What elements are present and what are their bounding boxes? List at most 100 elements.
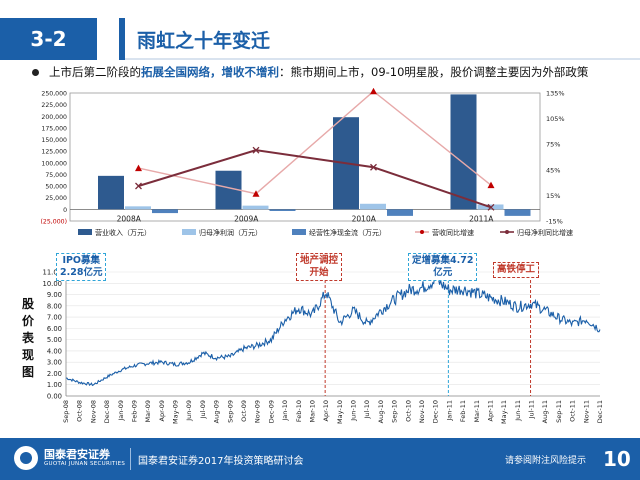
x-category-label: 2009A	[234, 214, 259, 223]
company-logo: 国泰君安证券 GUOTAI JUNAN SECURITIES	[14, 446, 125, 470]
annotation-property-line-2: 开始	[309, 267, 329, 278]
legend-label: 经营性净现金流（万元）	[309, 228, 386, 237]
x-tick-label: Jul-11	[528, 400, 536, 419]
stock-chart-ylabel: 股价表现图	[22, 297, 35, 379]
logo-icon	[14, 446, 38, 470]
y2-tick-label: 105%	[546, 115, 565, 123]
x-category-label: 2008A	[117, 214, 142, 223]
x-tick-label: Jul-10	[363, 400, 371, 419]
cashflow-bar	[387, 209, 413, 216]
x-tick-label: Aug-10	[377, 400, 385, 423]
legend-label: 归母净利同比增速	[517, 228, 573, 237]
legend-swatch	[292, 229, 306, 235]
profit-growth-marker	[135, 182, 142, 190]
y-tick-label: 50,000	[45, 184, 67, 191]
net-profit-bar	[125, 206, 151, 210]
revenue-growth-line	[138, 90, 492, 195]
bullet-text-1: 上市后第二阶段的	[49, 65, 141, 79]
logo-text: 国泰君安证券 GUOTAI JUNAN SECURITIES	[44, 448, 125, 468]
net-profit-bar	[242, 205, 269, 210]
y-tick-label: 200,000	[41, 114, 67, 121]
profit-growth-line	[138, 149, 492, 209]
annotation-property-control: 地产调控 开始	[296, 253, 343, 281]
section-number: 3-2	[0, 18, 97, 60]
revenue-bar	[98, 175, 124, 210]
x-tick-label: Jan-09	[117, 400, 125, 422]
y-tick-label: 250,000	[41, 91, 67, 98]
x-tick-label: Oct-10	[404, 400, 412, 422]
annotation-placement-line-2: 亿元	[433, 267, 453, 278]
revenue-growth-marker	[487, 181, 495, 189]
price-line	[65, 275, 601, 387]
legend-swatch	[182, 229, 196, 235]
x-tick-label: Aug-09	[213, 400, 221, 423]
y2-tick-label: 45%	[546, 166, 560, 174]
x-tick-label: Nov-11	[582, 400, 590, 423]
x-tick-label: May-11	[500, 400, 508, 424]
annotation-rail-line-1: 高铁停工	[497, 264, 536, 275]
x-tick-label: Oct-09	[240, 400, 248, 422]
x-tick-label: Sep-11	[555, 400, 563, 423]
x-tick-label: Feb-11	[459, 400, 467, 422]
page-number: 10	[603, 447, 631, 471]
y-tick-label: 5.00	[47, 336, 62, 344]
annotation-property-line-1: 地产调控	[300, 255, 339, 266]
bullet-highlight: 拓展全国网络，增收不增利	[141, 65, 279, 79]
y-tick-label: (25,000)	[41, 219, 67, 226]
y-tick-label: 175,000	[41, 125, 67, 132]
x-category-label: 2011A	[469, 214, 494, 223]
logo-name-cn: 国泰君安证券	[44, 448, 110, 461]
x-tick-label: Dec-11	[596, 400, 604, 423]
annotation-ipo: IPO募集 2.28亿元	[56, 253, 107, 281]
x-tick-label: Feb-09	[130, 400, 138, 422]
x-tick-label: May-10	[336, 400, 344, 424]
footer-divider	[130, 448, 131, 470]
annotation-ipo-line-1: IPO募集	[62, 255, 101, 266]
x-tick-label: Nov-10	[418, 400, 426, 423]
slide-footer: 国泰君安证券 GUOTAI JUNAN SECURITIES 国泰君安证券201…	[0, 438, 640, 480]
y-tick-label: 4.00	[47, 347, 62, 355]
y-tick-label: 0.00	[47, 393, 62, 401]
x-tick-label: Oct-11	[569, 400, 577, 422]
y-tick-label: 25,000	[45, 195, 67, 202]
y-tick-label: 100,000	[41, 160, 67, 167]
profit-growth-marker	[252, 146, 260, 154]
y-tick-label: 9.00	[47, 291, 62, 299]
profit-growth-marker	[487, 203, 495, 211]
slide-header: 3-2 雨虹之十年变迁	[0, 0, 640, 60]
x-tick-label: Sep-08	[62, 400, 70, 423]
x-tick-label: Dec-09	[267, 400, 275, 423]
y-tick-label: 6.00	[47, 325, 62, 333]
x-category-label: 2010A	[352, 214, 377, 223]
y2-tick-label: 75%	[546, 141, 560, 149]
y-tick-label: 2.00	[47, 370, 62, 378]
annotation-placement-line-1: 定增募集4.72	[412, 255, 474, 266]
y-tick-label: 75,000	[45, 172, 67, 179]
x-tick-label: Aug-11	[541, 400, 549, 423]
y-tick-label: 11.00	[43, 269, 62, 277]
legend-label: 营业收入（万元）	[95, 228, 151, 237]
x-tick-label: Apr-11	[486, 400, 494, 421]
legend-swatch	[78, 229, 92, 235]
y2-tick-label: 15%	[546, 192, 560, 200]
y-tick-label: 7.00	[47, 314, 62, 322]
annotation-ipo-line-2: 2.28亿元	[60, 267, 103, 278]
x-tick-label: Sep-10	[391, 400, 399, 423]
x-tick-label: Apr-09	[158, 400, 166, 421]
y-tick-label: 225,000	[41, 102, 67, 109]
net-profit-bar	[360, 203, 386, 210]
y-tick-label: 0	[63, 207, 67, 214]
y-tick-label: 3.00	[47, 359, 62, 367]
x-tick-label: Mar-11	[473, 400, 481, 422]
bullet-point: 上市后第二阶段的拓展全国网络，增收不增利：熊市期间上市，09-10明星股，股价调…	[32, 64, 588, 80]
x-tick-label: Jun-09	[185, 400, 193, 422]
cashflow-bar	[269, 209, 296, 211]
risk-notice: 请参阅附注风险提示	[505, 456, 587, 466]
financial-chart: (25,000) 0 25,000 50,000 75,000 100,000 125,00…	[41, 88, 573, 237]
y-tick-label: 1.00	[47, 381, 62, 389]
cashflow-bar	[152, 209, 178, 214]
x-tick-label: Oct-08	[76, 400, 84, 422]
x-tick-label: Jan-11	[445, 400, 453, 422]
revenue-bar	[450, 94, 477, 210]
annotation-rail-halt: 高铁停工	[493, 262, 540, 278]
